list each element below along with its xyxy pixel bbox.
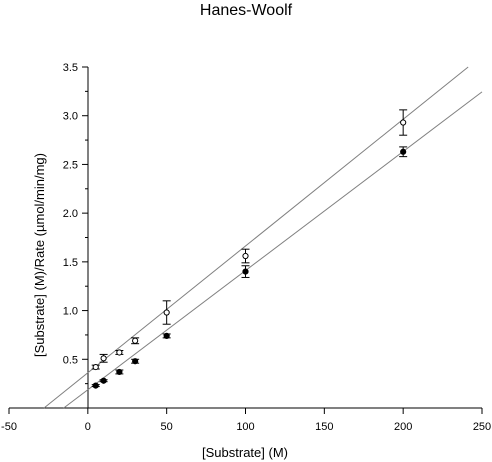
filled-point <box>400 148 407 155</box>
axes: -50 0 50 100 150 200 250 0.5 1.0 1.5 2.0 2.5 3.0 3.5 <box>1 62 491 433</box>
open-point <box>92 363 99 371</box>
filled-point <box>100 377 107 384</box>
x-tick-label: -50 <box>1 421 17 433</box>
y-tick-label: 1.5 <box>63 257 78 269</box>
filled-point <box>132 358 139 365</box>
y-tick-label: 3.0 <box>63 111 78 123</box>
fit-line-2 <box>63 91 483 409</box>
open-point <box>400 119 407 126</box>
open-point <box>132 337 139 344</box>
open-point <box>242 252 249 260</box>
chart-title: Hanes-Woolf <box>200 2 293 19</box>
x-tick-label: 250 <box>473 421 491 433</box>
y-tick-label: 3.5 <box>63 62 78 74</box>
filled-point <box>116 368 123 376</box>
fit-line-1 <box>43 66 469 409</box>
open-point <box>116 349 123 356</box>
y-tick-label: 2.0 <box>63 208 78 220</box>
y-tick-label: 0.5 <box>63 354 78 366</box>
data-points <box>91 109 408 389</box>
x-tick-label: 150 <box>315 421 333 433</box>
filled-point <box>163 332 170 340</box>
y-tick-label: 1.0 <box>63 306 78 318</box>
y-axis-title: [Substrate] (M)/Rate (µmol/min/mg) <box>32 153 47 357</box>
open-point <box>163 309 170 316</box>
filled-point <box>92 382 99 389</box>
fit-lines <box>43 66 483 409</box>
open-point <box>100 355 107 362</box>
x-tick-label: 50 <box>161 421 173 433</box>
x-tick-label: 200 <box>394 421 412 433</box>
y-tick-label: 2.5 <box>63 159 78 171</box>
x-axis-title: [Substrate] (M) <box>202 445 288 460</box>
filled-point <box>242 268 249 275</box>
x-tick-label: 100 <box>236 421 254 433</box>
x-tick-label: 0 <box>85 421 91 433</box>
